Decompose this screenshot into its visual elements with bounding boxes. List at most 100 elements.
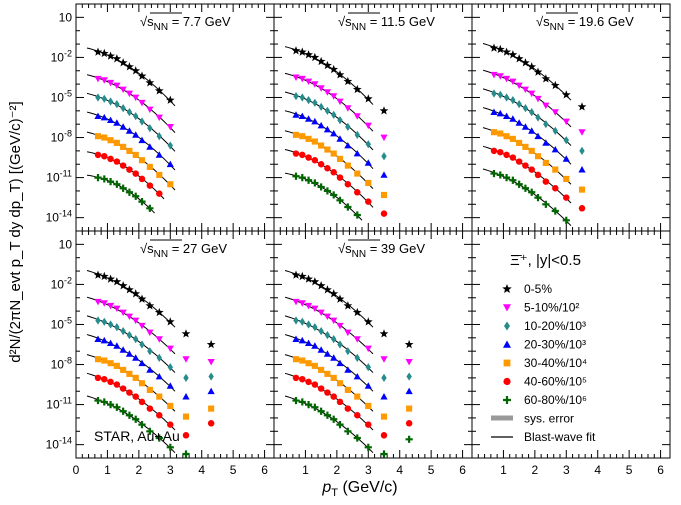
data-point [132,317,140,325]
data-point [509,154,517,161]
data-point [329,64,339,74]
blast-wave-fit-curve [284,110,374,170]
data-point [94,133,102,140]
data-point [146,182,154,189]
data-point [323,187,332,195]
data-point [304,274,313,283]
legend-marker [503,377,511,386]
data-point [490,71,498,79]
data-point [126,370,133,377]
y-tick-label: 10-2 [51,48,72,64]
data-point [406,372,412,381]
data-point [113,305,121,313]
data-point [299,151,306,159]
data-point [324,146,331,153]
blast-wave-fit-curve [284,354,374,412]
data-point [516,139,523,146]
data-point [324,106,331,115]
data-point [146,366,154,373]
data-point [352,307,362,317]
data-point [119,162,127,169]
data-point [534,171,542,179]
data-point [317,346,325,353]
legend-label: 20-30%/10³ [524,338,586,352]
data-point [317,160,325,168]
data-point [125,127,134,134]
data-point [107,155,114,163]
legend-marker [503,340,511,348]
data-point [497,148,504,156]
data-point [405,358,413,366]
data-point [551,145,559,153]
data-point [100,300,108,307]
data-point [323,89,332,96]
legend-marker [503,304,511,312]
data-point [298,398,306,406]
blast-wave-fit-curve [482,43,572,101]
data-point [330,150,337,157]
data-point [364,159,372,166]
data-point [298,75,306,83]
data-point [138,175,146,183]
data-point [292,150,300,157]
data-point [354,189,361,196]
blast-wave-fit-curve [284,334,374,392]
data-point [299,133,306,140]
data-point [138,136,146,144]
data-point [364,443,372,451]
data-point [380,134,388,142]
data-point [562,155,570,162]
data-point [318,142,325,149]
legend-label: 30-40%/10⁴ [524,356,587,370]
data-point [94,356,102,363]
legend-marker [503,359,511,367]
data-point [156,412,163,419]
data-point [94,335,102,343]
x-tick-label: 2 [532,463,539,477]
blast-wave-fit-curve [284,91,374,151]
data-point [291,46,301,55]
data-point [119,184,127,192]
data-point [119,309,127,317]
data-point [137,294,147,303]
data-point [207,387,215,395]
data-point [577,102,587,111]
data-point [155,151,163,158]
data-point [125,411,134,419]
legend-label: 5-10%/10² [524,301,579,315]
data-point [542,200,550,208]
data-point [126,389,133,396]
data-point [527,62,537,71]
x-tick-label: 1 [104,463,111,477]
data-point [292,374,300,382]
data-point [552,126,558,135]
data-point [146,386,153,393]
data-point [354,412,361,419]
energy-label: √sNN = 39 GeV [338,241,425,260]
data-point [298,112,306,120]
data-point [145,301,155,310]
data-point [365,421,372,428]
data-point [299,317,305,326]
data-point [101,357,108,364]
data-point [112,277,122,286]
data-point [510,96,516,105]
data-point [496,171,504,179]
data-point [312,323,318,332]
data-point [528,127,536,134]
data-point [330,93,338,100]
blast-wave-fit-curve [86,296,176,355]
y-tick-label: 10-8 [51,356,72,372]
data-point [365,179,372,186]
data-point [310,52,320,62]
legend-label: 10-20%/10³ [524,319,586,333]
data-point [335,70,345,79]
data-point [183,373,189,382]
energy-label: √sNN = 11.5 GeV [338,14,435,33]
data-point [113,362,120,369]
data-point [354,130,360,139]
data-point [304,400,313,409]
data-point [311,403,319,411]
data-point [563,194,570,201]
data-point [515,119,523,126]
